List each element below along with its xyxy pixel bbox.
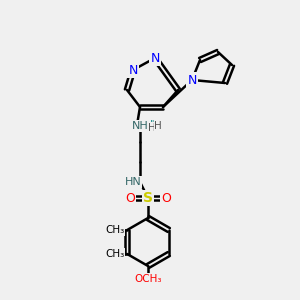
Text: HN: HN: [124, 177, 141, 187]
Text: H: H: [154, 121, 162, 131]
Text: NH: NH: [145, 120, 162, 130]
Text: CH₃: CH₃: [106, 249, 125, 259]
Text: O: O: [161, 191, 171, 205]
Text: S: S: [143, 191, 153, 205]
Text: CH₃: CH₃: [106, 225, 125, 235]
Text: N: N: [150, 52, 160, 64]
Text: NH: NH: [132, 121, 148, 131]
Text: N: N: [187, 74, 197, 86]
Text: O: O: [125, 191, 135, 205]
Text: H: H: [148, 123, 156, 133]
Text: OCH₃: OCH₃: [134, 274, 162, 284]
Text: N: N: [128, 64, 138, 76]
